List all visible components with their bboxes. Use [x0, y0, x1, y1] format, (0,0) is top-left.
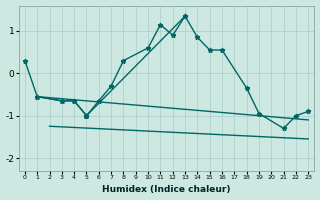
X-axis label: Humidex (Indice chaleur): Humidex (Indice chaleur) [102, 185, 231, 194]
